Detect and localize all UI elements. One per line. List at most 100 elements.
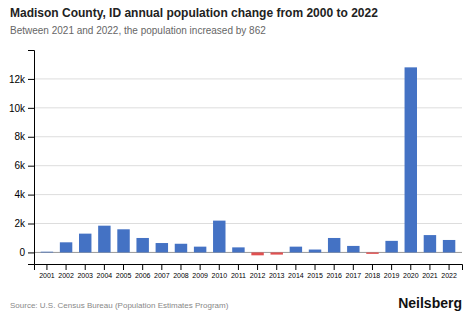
x-tick-label: 2013 bbox=[269, 272, 285, 279]
bar bbox=[424, 235, 436, 252]
bar bbox=[385, 241, 397, 253]
x-tick: 2017 bbox=[346, 264, 362, 279]
x-tick: 2013 bbox=[269, 264, 285, 279]
y-axis: 0 2k 4k 6k 8k 10k 12k bbox=[9, 51, 35, 265]
x-tick-label: 2010 bbox=[211, 272, 227, 279]
y-tick-label: 8k bbox=[14, 131, 26, 142]
y-tick: 6k bbox=[14, 160, 34, 171]
x-tick: 2012 bbox=[250, 264, 266, 279]
grid bbox=[34, 79, 462, 253]
title: Madison County, ID annual population cha… bbox=[10, 6, 378, 20]
x-tick: 2006 bbox=[135, 264, 151, 279]
bars bbox=[41, 67, 456, 255]
x-tick-label: 2009 bbox=[192, 272, 208, 279]
x-tick-label: 2005 bbox=[116, 272, 132, 279]
y-tick-label: 6k bbox=[14, 160, 26, 171]
x-tick-label: 2017 bbox=[346, 272, 362, 279]
bar bbox=[443, 240, 455, 252]
source: Source: U.S. Census Bureau (Population E… bbox=[10, 301, 229, 310]
x-tick: 2007 bbox=[154, 264, 170, 279]
x-tick-label: 2011 bbox=[231, 272, 246, 279]
bar bbox=[405, 67, 417, 252]
y-tick-mark bbox=[28, 195, 34, 196]
bar bbox=[41, 251, 53, 253]
x-tick: 2010 bbox=[211, 264, 227, 279]
x-tick: 2015 bbox=[307, 264, 323, 279]
x-tick-label: 2003 bbox=[77, 272, 93, 279]
x-tick-mark bbox=[85, 264, 86, 270]
grid-line bbox=[34, 136, 462, 137]
x-tick: 2021 bbox=[422, 264, 438, 279]
x-tick: 2014 bbox=[288, 264, 304, 279]
x-tick-label: 2019 bbox=[384, 272, 400, 279]
x-axis: 200120022003 2004200520062007200820092010… bbox=[35, 264, 463, 279]
x-tick: 2004 bbox=[97, 264, 113, 279]
y-tick: 2k bbox=[14, 218, 34, 229]
y-tick-mark bbox=[28, 137, 34, 138]
x-tick-mark bbox=[142, 264, 143, 270]
x-tick-label: 2008 bbox=[173, 272, 189, 279]
x-tick-mark bbox=[238, 264, 239, 270]
x-tick-mark bbox=[372, 264, 373, 270]
bar bbox=[117, 229, 129, 252]
y-tick-mark bbox=[28, 224, 34, 225]
bar bbox=[175, 244, 187, 253]
x-tick-mark bbox=[295, 264, 296, 270]
grid-line bbox=[34, 223, 462, 224]
x-tick: 2018 bbox=[365, 264, 381, 279]
chart: Madison County, ID annual population cha… bbox=[0, 0, 474, 316]
x-tick-label: 2006 bbox=[135, 272, 151, 279]
x-tick-label: 2001 bbox=[39, 272, 55, 279]
x-tick: 2022 bbox=[441, 264, 457, 279]
x-tick-label: 2016 bbox=[326, 272, 342, 279]
y-tick: 12k bbox=[9, 74, 34, 85]
x-tick-label: 2021 bbox=[422, 272, 438, 279]
x-tick-mark bbox=[200, 264, 201, 270]
x-tick: 2002 bbox=[58, 264, 74, 279]
bar bbox=[213, 221, 225, 253]
plot: 02k4k6k8k10k12k2001200220032004200520062… bbox=[9, 51, 463, 279]
grid-line bbox=[34, 78, 462, 79]
x-tick-mark bbox=[429, 264, 430, 270]
x-tick-mark bbox=[123, 264, 124, 270]
x-tick: 2016 bbox=[326, 264, 342, 279]
y-tick-mark bbox=[28, 108, 34, 109]
x-tick-mark bbox=[353, 264, 354, 270]
bar bbox=[347, 246, 359, 253]
bar bbox=[290, 247, 302, 253]
x-tick-mark bbox=[449, 264, 450, 270]
x-tick: 2019 bbox=[384, 264, 400, 279]
x-tick: 2001 bbox=[39, 264, 55, 279]
bar bbox=[156, 243, 168, 252]
x-tick-label: 2022 bbox=[441, 272, 457, 279]
x-tick-mark bbox=[410, 264, 411, 270]
x-tick-label: 2018 bbox=[365, 272, 381, 279]
x-tick-mark bbox=[391, 264, 392, 270]
branding: Neilsberg bbox=[398, 295, 462, 311]
bar bbox=[366, 252, 378, 253]
bar bbox=[60, 242, 72, 252]
bar bbox=[251, 252, 263, 255]
x-tick-mark bbox=[66, 264, 67, 270]
x-tick-mark bbox=[161, 264, 162, 270]
y-tick-label: 2k bbox=[14, 218, 26, 229]
y-tick-label: 12k bbox=[9, 74, 26, 85]
y-tick: 10k bbox=[9, 103, 34, 114]
bar bbox=[309, 250, 321, 253]
x-tick: 2008 bbox=[173, 264, 189, 279]
bar bbox=[271, 252, 283, 254]
y-tick-label: 0 bbox=[19, 247, 25, 258]
x-tick-mark bbox=[104, 264, 105, 270]
x-tick: 2005 bbox=[116, 264, 132, 279]
x-tick-label: 2015 bbox=[307, 272, 323, 279]
x-tick-mark bbox=[334, 264, 335, 270]
x-tick: 2009 bbox=[192, 264, 208, 279]
y-tick-label: 10k bbox=[9, 103, 26, 114]
x-tick-label: 2002 bbox=[58, 272, 74, 279]
y-tick: 0 bbox=[19, 247, 34, 258]
bar bbox=[79, 234, 91, 253]
bar bbox=[136, 238, 148, 252]
y-tick-mark bbox=[28, 166, 34, 167]
x-tick-mark bbox=[180, 264, 181, 270]
y-tick-label: 4k bbox=[14, 189, 26, 200]
